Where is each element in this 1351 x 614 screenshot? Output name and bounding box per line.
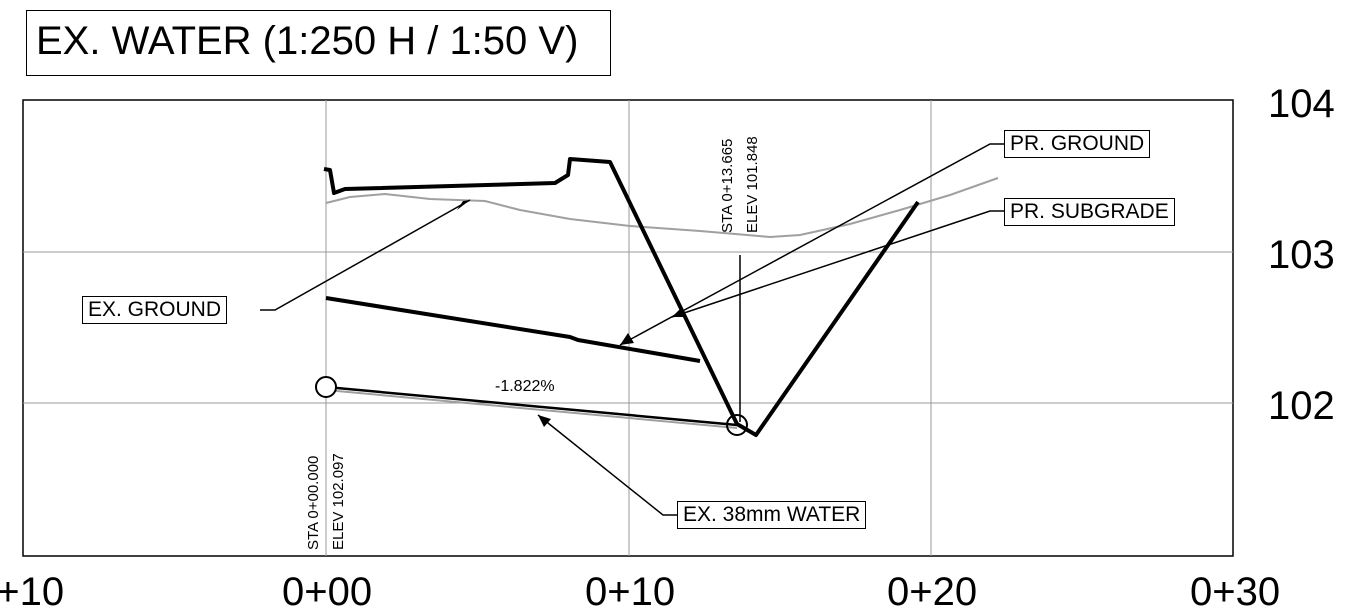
sta-label-0+20: 0+20 xyxy=(887,570,977,614)
water-start-point xyxy=(316,377,336,397)
elev-label-102: 102 xyxy=(1268,384,1335,428)
elev-label-104: 104 xyxy=(1268,82,1335,126)
arrow-ex-ground xyxy=(457,200,470,210)
arrowheads xyxy=(457,200,685,427)
leaders xyxy=(260,144,1004,515)
callout-ex-water: EX. 38mm WATER xyxy=(677,501,866,529)
pr-ground-line xyxy=(324,159,918,435)
elev-label-103: 103 xyxy=(1268,233,1335,277)
sta-label-neg-0+10: 0+10 xyxy=(0,570,64,614)
drawing-title: EX. WATER (1:250 H / 1:50 V) xyxy=(36,16,578,66)
callout-pr-subgrade: PR. SUBGRADE xyxy=(1004,198,1175,226)
arrow-ex-water xyxy=(538,415,551,427)
grade-label: -1.822% xyxy=(495,378,555,396)
start-elev-label: ELEV 102.097 xyxy=(331,453,347,550)
callout-ex-ground: EX. GROUND xyxy=(82,296,227,324)
sta-label-0+10: 0+10 xyxy=(585,570,675,614)
leader-ex-water xyxy=(538,415,677,515)
sta-label-0+30: 0+30 xyxy=(1190,570,1280,614)
end-elev-label: ELEV 101.848 xyxy=(745,136,761,233)
callout-pr-ground: PR. GROUND xyxy=(1004,130,1150,158)
sta-label-0+00: 0+00 xyxy=(282,570,372,614)
leader-ex-ground xyxy=(260,200,470,310)
end-sta-label: STA 0+13.665 xyxy=(720,139,736,233)
start-sta-label: STA 0+00.000 xyxy=(306,456,322,550)
pr-subgrade-line xyxy=(326,298,700,361)
